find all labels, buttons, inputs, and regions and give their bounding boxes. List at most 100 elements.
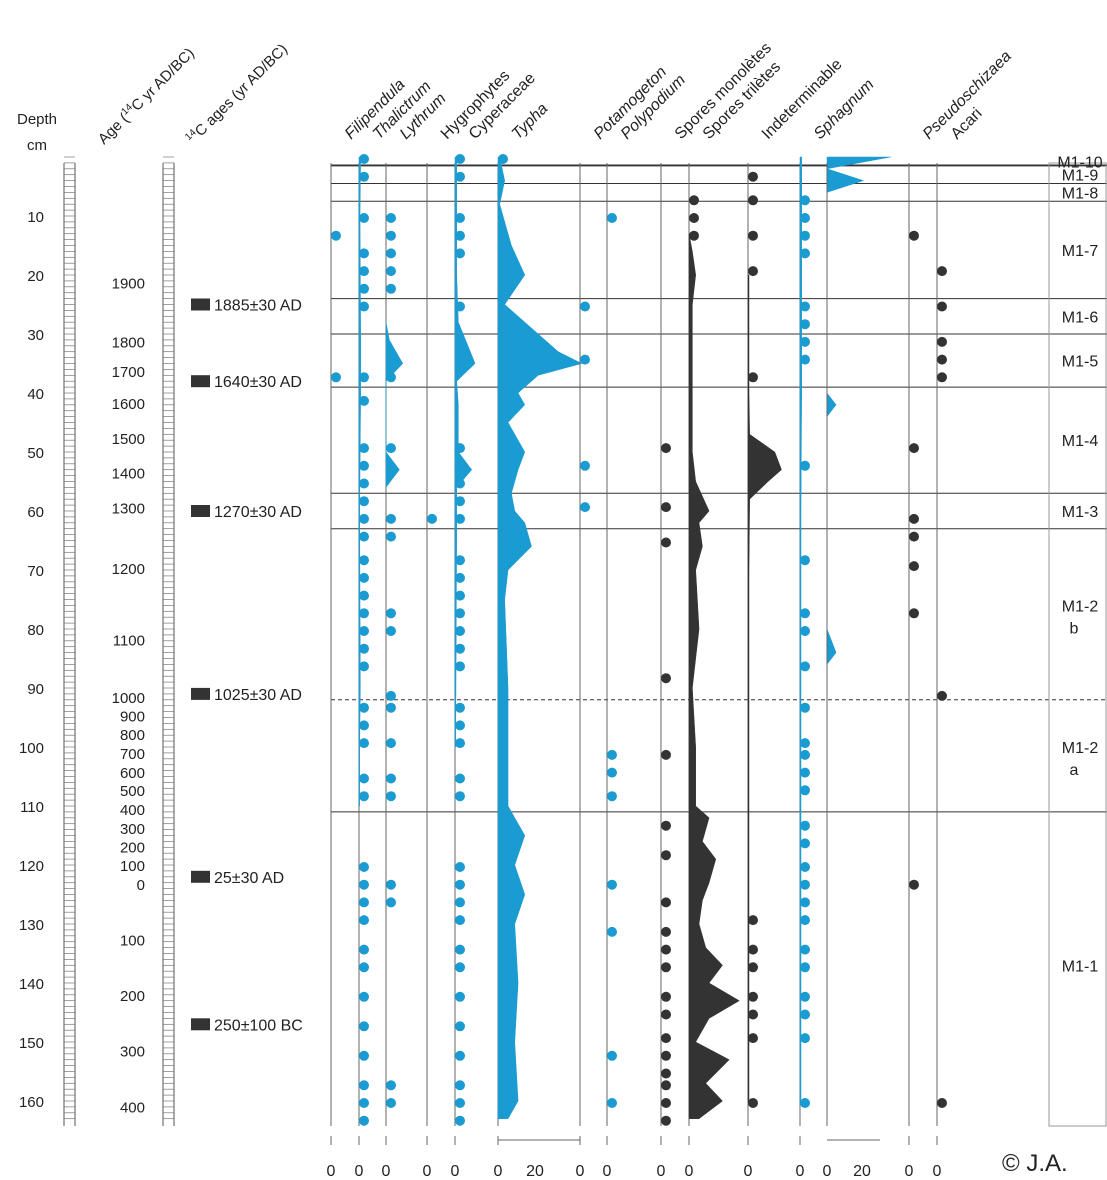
taxon-presence-dot [748,915,758,926]
copyright-text: © J.A. [1002,1150,1068,1177]
taxon-presence-dot [359,213,369,223]
taxon-presence-dot [386,248,396,259]
taxon-presence-dot [455,626,465,636]
taxon-presence-dot [455,944,465,955]
depth-tick-label: 80 [27,622,44,639]
taxon-presence-dot [455,738,465,749]
taxon-presence-dot [359,372,369,383]
age-tick-label: 400 [120,1099,145,1116]
age-tick-label: 1200 [112,561,145,578]
taxon-presence-dot [386,283,396,294]
taxon-presence-dot [661,443,671,454]
taxon-presence-dot [359,897,369,908]
age-tick-label: 1100 [113,633,145,650]
taxon-curve [385,322,404,489]
taxon-presence-dot [386,513,396,524]
taxon-presence-dot [800,213,810,223]
age-tick-label: 1000 [112,690,145,707]
age-tick-label: 1400 [112,466,145,483]
taxon-presence-dot [661,1009,671,1020]
taxon-presence-dot [748,266,758,277]
taxon-presence-dot [359,626,369,636]
taxon-presence-dot [498,154,508,164]
bottom-axis-label: 20 [526,1163,544,1180]
taxon-presence-dot [607,879,617,890]
taxon-presence-dot [748,372,758,383]
c14-date-label: 250±100 BC [214,1017,303,1034]
taxon-presence-dot [359,395,369,406]
age-tick-label: 1300 [112,500,145,517]
depth-tick-label: 140 [19,976,44,993]
taxon-presence-dot [800,661,810,672]
taxon-presence-dot [359,266,369,277]
taxon-presence-dot [689,230,699,241]
taxon-presence-dot [800,702,810,713]
taxon-presence-dot [455,590,465,601]
taxon-presence-dot [748,230,758,241]
depth-tick-label: 150 [19,1035,44,1052]
taxon-presence-dot [359,944,369,955]
taxon-presence-dot [455,460,465,471]
taxon-presence-dot [937,690,947,701]
taxon-presence-dot [359,991,369,1002]
taxon-presence-dot [800,626,810,636]
bottom-axis-label: 0 [327,1163,336,1180]
depth-tick-label: 70 [27,563,44,580]
taxon-presence-dot [661,1115,671,1126]
bottom-axis-label: 0 [355,1163,364,1180]
taxon-presence-dot [580,354,590,365]
taxon-presence-dot [386,626,396,636]
taxon-presence-dot [937,372,947,383]
taxon-presence-dot [455,1115,465,1126]
taxon-presence-dot [909,443,919,454]
taxon-presence-dot [455,962,465,973]
taxon-presence-dot [607,213,617,223]
taxon-presence-dot [800,767,810,778]
taxon-presence-dot [661,897,671,908]
taxon-presence-dot [455,478,465,489]
c14-date-marker [191,298,210,311]
taxon-presence-dot [455,230,465,241]
taxon-presence-dot [661,820,671,831]
age-tick-label: 1700 [112,364,145,381]
taxon-presence-dot [661,991,671,1002]
taxon-presence-dot [800,460,810,471]
taxon-presence-dot [359,513,369,524]
age-axis-label: Age (14C yr AD/BC) [94,44,198,148]
taxon-curve [688,233,740,1119]
taxon-presence-dot [748,962,758,973]
taxon-presence-dot [800,879,810,890]
taxon-presence-dot [359,283,369,294]
bottom-axis-label: 0 [494,1163,503,1180]
bottom-axis-label: 0 [423,1163,432,1180]
sphagnum-curve [826,156,891,1101]
taxon-presence-dot [580,502,590,513]
zone-label: M1-6 [1062,309,1099,326]
c14-date-marker [191,375,210,388]
zone-label: M1-2 a [1062,740,1099,779]
age-tick-label: 500 [120,783,145,800]
taxon-presence-dot [937,1098,947,1108]
taxon-presence-dot [386,608,396,619]
age-tick-label: 800 [120,727,145,744]
taxon-presence-dot [455,1098,465,1108]
taxon-presence-dot [800,1033,810,1044]
taxon-presence-dot [909,561,919,572]
depth-tick-label: 100 [19,740,44,757]
taxon-curve [454,156,476,748]
taxon-presence-dot [800,738,810,749]
bottom-axis-label: 0 [603,1163,612,1180]
taxon-presence-dot [455,791,465,802]
taxon-presence-dot [800,862,810,872]
age-tick-label: 0 [137,877,145,894]
taxon-presence-dot [455,643,465,654]
depth-axis-label: Depth [17,111,57,128]
zone-label: M1-2 b [1062,598,1099,637]
taxon-presence-dot [386,791,396,802]
c14-axis-label: 14C ages (yr AD/BC) [183,40,291,148]
c14-date-marker [191,687,210,700]
taxon-presence-dot [386,213,396,223]
bottom-axis-label: 0 [657,1163,666,1180]
taxon-presence-dot [689,213,699,223]
taxon-presence-dot [455,991,465,1002]
